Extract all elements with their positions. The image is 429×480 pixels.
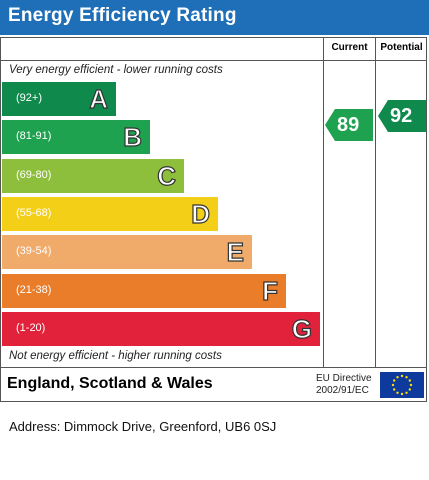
potential-arrow-shape (378, 100, 426, 132)
eu-stars-icon (391, 374, 413, 396)
band-range-label: (81-91) (16, 130, 52, 143)
band-e: (39-54) E (2, 235, 252, 270)
bottom-note: Not energy efficient - higher running co… (9, 350, 222, 362)
band-range-label: (92+) (16, 92, 42, 104)
eu-star (405, 376, 408, 379)
header-divider (0, 60, 427, 61)
header-bar: Energy Efficiency Rating (0, 0, 429, 35)
eu-star (400, 392, 404, 396)
eu-star (408, 388, 411, 391)
band-letter-label: A (89, 83, 109, 114)
potential-rating-arrow: 92 (378, 100, 426, 132)
page-title: Energy Efficiency Rating (8, 5, 237, 26)
band-letter-label: G (291, 313, 312, 344)
eu-star (393, 388, 396, 391)
band-g: (1-20) G (2, 311, 320, 346)
country-label: England, Scotland & Wales (7, 375, 213, 392)
band-a: (92+) A (2, 82, 116, 116)
eu-star (396, 391, 399, 394)
potential-rating-value: 92 (390, 105, 413, 127)
current-rating-value: 89 (337, 114, 360, 136)
band-range-label: (21-38) (16, 283, 52, 296)
top-note: Very energy efficient - lower running co… (9, 64, 223, 76)
band-f: (21-38) F (2, 273, 286, 308)
band-range-label: (69-80) (16, 168, 52, 181)
current-column-divider (323, 37, 324, 368)
band-b: (81-91) B (2, 120, 150, 155)
eu-star (408, 379, 411, 382)
rating-table (0, 37, 427, 402)
potential-column-header: Potential (380, 42, 423, 53)
band-letter-label: D (191, 198, 211, 229)
band-c: (69-80) C (2, 158, 184, 193)
current-rating-arrow: 89 (325, 109, 373, 141)
eu-directive-line2: 2002/91/EC (316, 385, 369, 396)
band-letter-label: C (157, 160, 177, 191)
band-range-label: (39-54) (16, 245, 52, 258)
eu-star (396, 376, 399, 379)
eu-directive-line1: EU Directive (316, 373, 372, 384)
band-letter-label: F (262, 275, 279, 306)
footer-divider (0, 367, 427, 368)
eu-star (409, 383, 413, 387)
eu-star (405, 391, 408, 394)
band-letter-label: E (226, 237, 245, 268)
potential-column-divider (375, 37, 376, 368)
eu-star (391, 383, 395, 387)
eu-star (393, 379, 396, 382)
band-range-label: (55-68) (16, 206, 52, 219)
current-column-header: Current (331, 42, 368, 53)
eu-flag-icon (380, 372, 424, 398)
band-d: (55-68) D (2, 196, 218, 231)
eu-star (400, 374, 404, 378)
current-arrow-shape (325, 109, 373, 141)
eu-directive-text: EU Directive 2002/91/EC (316, 373, 372, 397)
address-text: Address: Dimmock Drive, Greenford, UB6 0… (9, 419, 277, 434)
band-range-label: (1-20) (16, 321, 46, 334)
band-letter-label: B (123, 122, 143, 153)
